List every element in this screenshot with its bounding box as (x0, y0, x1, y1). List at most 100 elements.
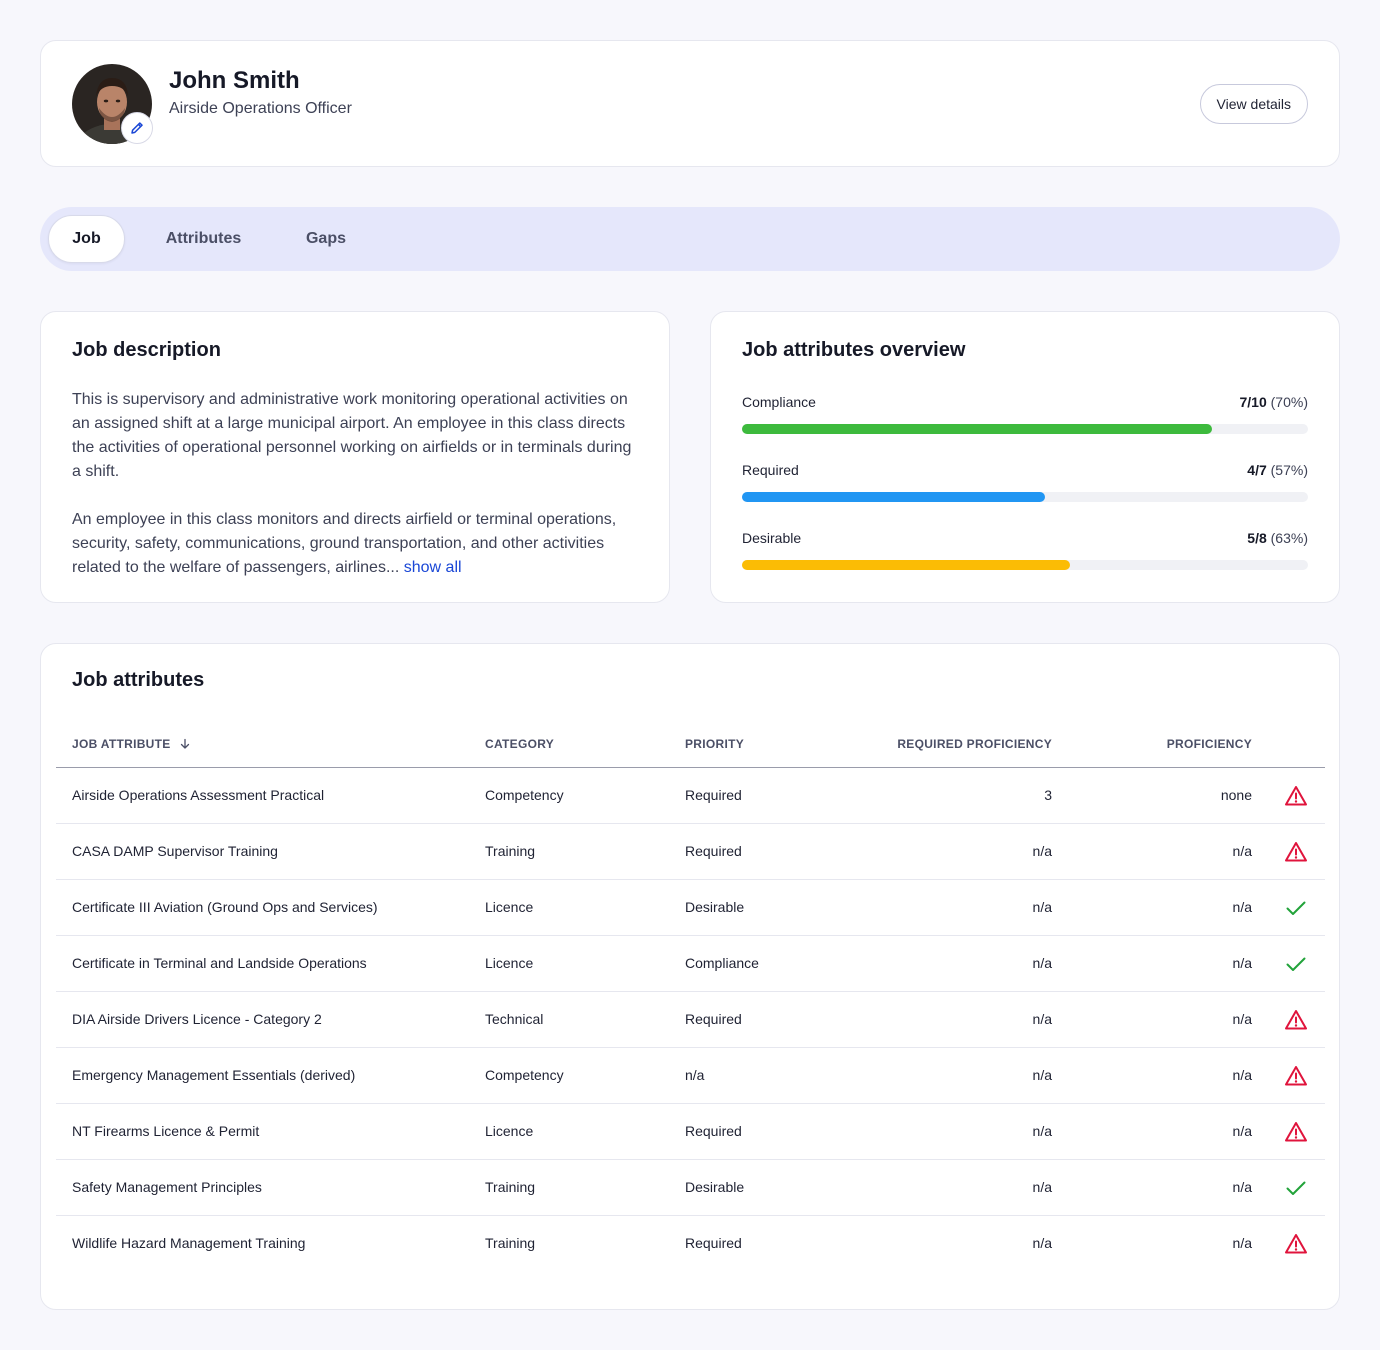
table-row[interactable]: CASA DAMP Supervisor Training Training Req… (56, 824, 1325, 880)
profile-name: John Smith (169, 67, 300, 94)
table-body: Airside Operations Assessment Practical C… (56, 768, 1325, 1272)
table-row[interactable]: Wildlife Hazard Management Training Train… (56, 1216, 1325, 1272)
profile-job-title: Airside Operations Officer (169, 100, 352, 117)
tab-attributes[interactable]: Attributes (165, 230, 242, 247)
table-row[interactable]: Safety Management Principles Training Desi… (56, 1160, 1325, 1216)
tab-job[interactable]: Job (48, 215, 125, 263)
cell-required-proficiency: 3 (1044, 787, 1052, 803)
cell-job-attribute: Emergency Management Essentials (derived… (72, 1067, 356, 1083)
checkmark-icon (1286, 957, 1306, 971)
table-row[interactable]: DIA Airside Drivers Licence - Category 2… (56, 992, 1325, 1048)
metric-count: 5/8 (1247, 530, 1267, 546)
cell-proficiency: n/a (1232, 1067, 1252, 1083)
checkmark-icon (1286, 1181, 1306, 1195)
tab-gaps[interactable]: Gaps (305, 230, 346, 247)
job-attributes-table: JOB ATTRIBUTE CATEGORY PRIORITY REQUIRED… (56, 724, 1325, 1272)
metric-count: 7/10 (1239, 394, 1267, 410)
pencil-icon (131, 122, 143, 134)
warning-icon (1285, 1066, 1307, 1086)
cell-required-proficiency: n/a (1032, 1123, 1052, 1139)
column-header-proficiency[interactable]: PROFICIENCY (1166, 737, 1252, 751)
metric-percent: (63%) (1270, 530, 1308, 546)
cell-job-attribute: Wildlife Hazard Management Training (72, 1235, 306, 1251)
cell-category: Licence (485, 1123, 534, 1139)
view-details-button[interactable]: View details (1199, 84, 1308, 124)
cell-category: Training (485, 843, 536, 859)
cell-proficiency: n/a (1232, 1123, 1252, 1139)
cell-priority: Required (685, 1123, 742, 1139)
cell-proficiency: n/a (1232, 955, 1252, 971)
warning-icon (1285, 1122, 1307, 1142)
metric-compliance: Compliance 7/10 (70%) (742, 394, 1308, 446)
job-attributes-title: Job attributes (72, 669, 205, 691)
cell-required-proficiency: n/a (1032, 899, 1052, 915)
progress-track (742, 560, 1308, 570)
column-header-job-attribute[interactable]: JOB ATTRIBUTE (72, 737, 191, 751)
cell-proficiency: none (1220, 787, 1252, 803)
warning-icon (1285, 786, 1307, 806)
cell-job-attribute: Certificate in Terminal and Landside Ope… (72, 955, 367, 971)
checkmark-icon (1286, 901, 1306, 915)
cell-required-proficiency: n/a (1032, 1011, 1052, 1027)
warning-icon (1285, 1234, 1307, 1254)
cell-priority: Desirable (685, 899, 745, 915)
cell-required-proficiency: n/a (1032, 1067, 1052, 1083)
table-row[interactable]: Certificate III Aviation (Ground Ops and… (56, 880, 1325, 936)
metric-percent: (70%) (1270, 394, 1308, 410)
column-header-label: JOB ATTRIBUTE (72, 737, 171, 751)
cell-job-attribute: Safety Management Principles (72, 1179, 262, 1195)
cell-job-attribute: Airside Operations Assessment Practical (72, 787, 325, 803)
cell-priority: Desirable (685, 1179, 745, 1195)
cell-proficiency: n/a (1232, 843, 1252, 859)
progress-track (742, 492, 1308, 502)
cell-proficiency: n/a (1232, 899, 1252, 915)
metric-value: 5/8 (63%) (1247, 530, 1308, 546)
metric-value: 7/10 (70%) (1240, 394, 1309, 410)
cell-priority: Compliance (685, 955, 759, 971)
metric-value: 4/7 (57%) (1247, 462, 1308, 478)
cell-required-proficiency: n/a (1032, 1235, 1052, 1251)
cell-category: Competency (485, 1067, 564, 1083)
show-all-link[interactable]: show all (403, 559, 462, 576)
column-header-priority[interactable]: PRIORITY (685, 737, 745, 751)
metric-percent: (57%) (1270, 462, 1308, 478)
job-description-card: Job description This is supervisory and … (40, 311, 670, 603)
column-header-required-proficiency[interactable]: REQUIRED PROFICIENCY (897, 737, 1052, 751)
table-header: JOB ATTRIBUTE CATEGORY PRIORITY REQUIRED… (56, 724, 1325, 768)
cell-proficiency: n/a (1232, 1235, 1252, 1251)
cell-category: Licence (485, 899, 534, 915)
cell-job-attribute: Certificate III Aviation (Ground Ops and… (72, 899, 378, 915)
job-description-title: Job description (72, 339, 221, 361)
warning-icon (1285, 1010, 1307, 1030)
progress-fill (742, 560, 1071, 570)
job-attributes-card: Job attributes JOB ATTRIBUTE CATEGORY PR… (40, 643, 1340, 1310)
metric-required: Required 4/7 (57%) (742, 462, 1308, 514)
cell-job-attribute: CASA DAMP Supervisor Training (72, 843, 278, 859)
cell-job-attribute: DIA Airside Drivers Licence - Category 2 (72, 1011, 322, 1027)
progress-fill (742, 424, 1212, 434)
cell-priority: Required (685, 1011, 742, 1027)
cell-job-attribute: NT Firearms Licence & Permit (72, 1123, 260, 1139)
table-row[interactable]: NT Firearms Licence & Permit Licence Requi… (56, 1104, 1325, 1160)
cell-priority: n/a (685, 1067, 705, 1083)
cell-required-proficiency: n/a (1032, 955, 1052, 971)
cell-proficiency: n/a (1232, 1011, 1252, 1027)
table-row[interactable]: Airside Operations Assessment Practical C… (56, 768, 1325, 824)
cell-category: Licence (485, 955, 534, 971)
cell-priority: Required (685, 1235, 742, 1251)
progress-track (742, 424, 1308, 434)
metric-label: Compliance (742, 394, 816, 410)
cell-priority: Required (685, 787, 742, 803)
edit-avatar-button[interactable] (121, 112, 153, 144)
progress-fill (742, 492, 1045, 502)
metric-count: 4/7 (1247, 462, 1267, 478)
job-description-paragraph: An employee in this class monitors and d… (72, 508, 642, 580)
cell-category: Training (485, 1179, 536, 1195)
table-row[interactable]: Emergency Management Essentials (derived… (56, 1048, 1325, 1104)
cell-priority: Required (685, 843, 742, 859)
table-row[interactable]: Certificate in Terminal and Landside Ope… (56, 936, 1325, 992)
cell-required-proficiency: n/a (1032, 1179, 1052, 1195)
cell-proficiency: n/a (1232, 1179, 1252, 1195)
warning-icon (1285, 842, 1307, 862)
column-header-category[interactable]: CATEGORY (485, 737, 555, 751)
